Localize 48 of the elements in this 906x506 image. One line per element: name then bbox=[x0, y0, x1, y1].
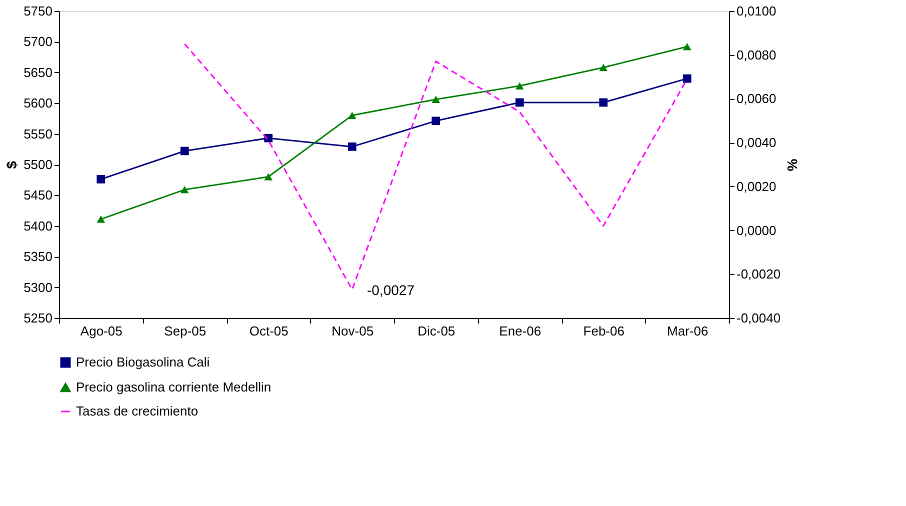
x-tick-label: Oct-05 bbox=[249, 324, 288, 338]
y2-tick-label: -0,0020 bbox=[736, 266, 781, 282]
y2-tick-label: 0,0100 bbox=[736, 4, 776, 18]
y2-tick-label: 0,0080 bbox=[736, 47, 776, 62]
y2-tick-label: 0,0040 bbox=[736, 135, 776, 150]
point bbox=[348, 112, 356, 120]
y2-axis-title: % bbox=[784, 158, 801, 172]
point bbox=[515, 98, 524, 107]
y-tick-label: 5350 bbox=[24, 249, 52, 264]
y-tick-label: 5450 bbox=[24, 188, 52, 203]
x-tick-label: Sep-05 bbox=[164, 324, 206, 338]
x-tick-label: Ago-05 bbox=[80, 324, 122, 338]
point bbox=[348, 142, 356, 151]
y-axis-title: $ bbox=[4, 160, 20, 169]
point bbox=[264, 173, 273, 180]
y2-tick-label: -0,0040 bbox=[736, 310, 781, 326]
y-tick-label: 5700 bbox=[24, 34, 52, 50]
y-tick-label: 5400 bbox=[24, 218, 52, 234]
legend-label: Tasas de crecimiento bbox=[76, 404, 198, 418]
point bbox=[180, 146, 189, 156]
y-tick-label: 5250 bbox=[24, 310, 52, 326]
point bbox=[180, 186, 189, 194]
legend-label: Precio Biogasolina Cali bbox=[76, 354, 210, 370]
annotation: -0,0027 bbox=[367, 282, 415, 298]
x-tick-label: Feb-06 bbox=[583, 324, 624, 338]
point bbox=[96, 175, 106, 184]
x-tick-label: Dic-05 bbox=[418, 324, 456, 338]
point bbox=[432, 96, 440, 104]
point bbox=[599, 64, 608, 72]
point bbox=[599, 98, 608, 107]
point bbox=[682, 42, 692, 50]
y2-tick-label: 0,0020 bbox=[736, 178, 776, 194]
y-tick-label: 5500 bbox=[24, 157, 52, 172]
legend-label: Precio gasolina corriente Medellin bbox=[76, 380, 272, 394]
y2-tick-label: 0,0000 bbox=[736, 222, 776, 238]
y-tick-label: 5650 bbox=[24, 64, 52, 80]
x-tick-label: Mar-06 bbox=[667, 324, 708, 338]
point bbox=[96, 216, 106, 223]
y-tick-label: 5550 bbox=[24, 126, 52, 142]
x-tick-label: Ene-06 bbox=[499, 324, 542, 338]
y-tick-label: 5300 bbox=[24, 280, 52, 295]
y2-tick-label: 0,0060 bbox=[736, 91, 776, 106]
y-tick-label: 5600 bbox=[24, 96, 52, 111]
y-tick-label: 5750 bbox=[24, 4, 52, 18]
point bbox=[682, 74, 692, 83]
point bbox=[515, 82, 524, 90]
point bbox=[432, 116, 440, 126]
x-tick-label: Nov-05 bbox=[332, 324, 374, 338]
